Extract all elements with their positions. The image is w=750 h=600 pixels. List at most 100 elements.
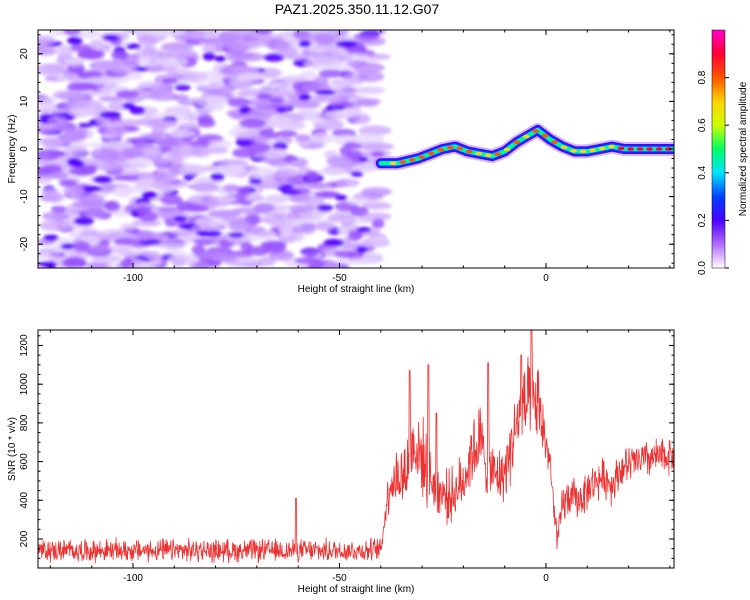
noise-blob [110,50,128,59]
noise-blob [202,30,223,37]
noise-blob [125,43,141,50]
noise-blob [140,250,160,258]
noise-blob [80,185,102,193]
noise-blob [210,173,225,181]
spectrogram-axes: -100 -50 0 20 10 0 -10 -20 [19,30,674,284]
signal-hotspot [399,160,407,164]
noise-blob [197,114,214,124]
noise-blob [132,219,162,227]
noise-blob [155,56,189,67]
noise-blob [66,256,86,267]
spectrogram-ylabel: Frequency (Hz) [7,115,18,184]
noise-blobs [38,30,395,268]
noise-blob [169,229,193,237]
noise-blob [248,106,279,118]
noise-blob [39,220,72,231]
noise-blob [167,154,183,164]
noise-blob [315,89,336,96]
noise-blob [38,63,66,76]
noise-blob [105,124,127,137]
noise-blob [201,45,229,53]
noise-blob [264,81,281,89]
colorbar-tick-label: 0.0 [697,261,708,275]
noise-blob [298,40,312,48]
snr-axes: -100 -50 0 200 400 600 800 1000 1200 [19,330,674,584]
spec-xtick-label: 0 [543,273,549,284]
noise-blob [43,139,63,150]
noise-blob [48,150,66,158]
noise-blob [279,224,293,237]
noise-blob [129,157,152,169]
noise-blob [310,132,336,144]
noise-blob [307,262,324,268]
noise-blob [239,118,266,129]
signal-hotspot [503,147,511,152]
noise-blob [249,178,263,184]
noise-blob [67,36,83,46]
noise-blob [228,232,244,238]
noise-blob [121,147,145,159]
noise-blob [232,207,265,214]
noise-blob [138,212,158,222]
noise-blob [317,168,347,176]
noise-blob [119,223,138,231]
noise-blob [151,157,171,166]
spectrogram-heatmap [38,30,395,268]
colorbar-tick-label: 0.4 [697,165,708,179]
colorbar: 0.0 0.2 0.4 0.6 0.8 Normalized spectral ampl… [697,29,749,275]
noise-blob [276,130,298,138]
colorbar-gradient [711,29,726,269]
noise-blob [298,93,311,101]
noise-blob [226,97,251,108]
noise-blob [335,40,358,48]
signal-hotspot [551,140,558,144]
noise-blob [323,238,344,247]
noise-blob [281,189,301,196]
noise-blob [258,177,277,186]
noise-blob [227,41,254,52]
noise-blob [240,235,260,243]
noise-blob [338,216,367,225]
snr-ytick-label: 200 [19,530,30,547]
noise-blob [361,143,395,150]
noise-blob [237,186,251,197]
noise-blob [195,95,229,108]
noise-blob [67,82,95,89]
noise-blob [358,65,382,72]
noise-blob [230,111,245,120]
noise-blob [162,77,178,85]
noise-blob [356,226,372,233]
noise-blob [358,125,392,136]
noise-blob [38,167,53,176]
noise-blob [120,258,135,268]
noise-blob [350,171,364,177]
noise-blob [149,83,171,93]
noise-blob [78,122,93,128]
noise-blob [193,238,216,246]
noise-blob [264,194,290,204]
signal-hotspot [408,158,416,162]
noise-blob [38,176,52,184]
noise-blob [63,30,81,36]
noise-blob [303,59,322,68]
noise-blob [316,56,344,66]
noise-blob [263,53,285,62]
noise-blob [87,261,107,268]
signal-hotspot [513,140,521,144]
noise-blob [171,145,204,157]
noise-blob [59,179,77,187]
signal-hotspot [627,147,634,151]
noise-blob [115,90,140,98]
noise-blob [58,132,87,142]
noise-blob [214,55,226,63]
noise-blob [265,147,288,160]
noise-blob [346,196,370,206]
noise-blob [268,97,285,104]
noise-blob [225,49,242,62]
noise-blob [174,84,191,91]
signal-hotspot [484,153,492,158]
noise-blob [304,182,332,190]
noise-blob [240,241,253,253]
noise-blob [244,194,265,202]
noise-blob [67,105,94,117]
